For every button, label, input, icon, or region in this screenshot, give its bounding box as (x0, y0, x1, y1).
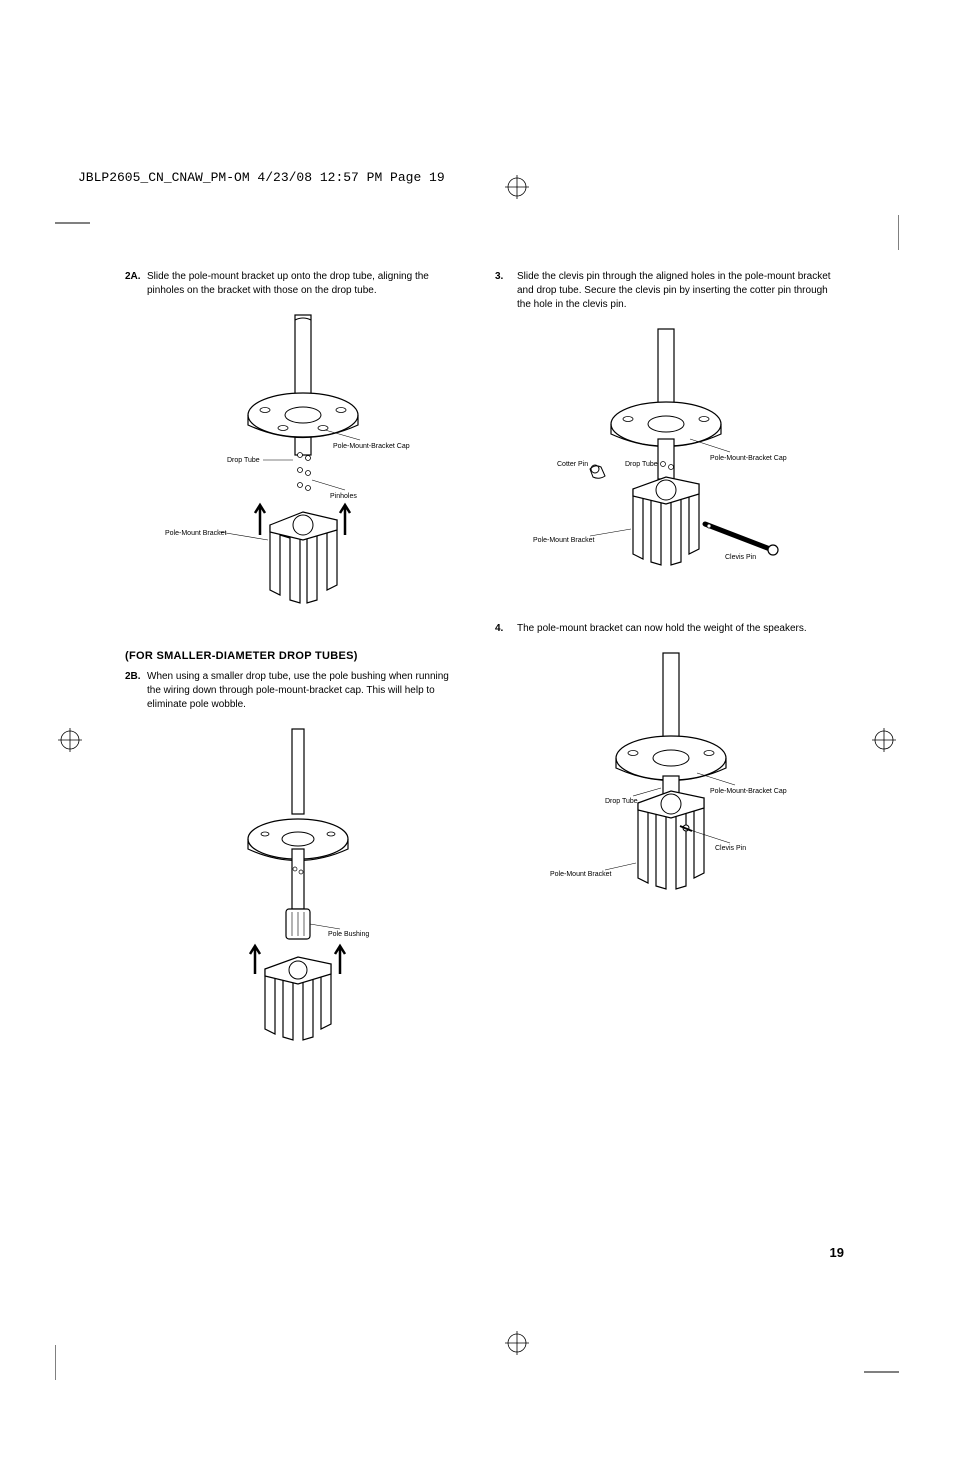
step-3-num: 3. (495, 270, 517, 312)
svg-text:Clevis Pin: Clevis Pin (715, 845, 746, 852)
svg-text:Pole Bushing: Pole Bushing (328, 931, 369, 938)
svg-text:Pole-Mount Bracket: Pole-Mount Bracket (533, 537, 595, 544)
page-header: JBLP2605_CN_CNAW_PM-OM 4/23/08 12:57 PM … (78, 170, 445, 185)
left-column: 2A. Slide the pole-mount bracket up onto… (125, 270, 465, 1062)
section-head-smaller: (FOR SMALLER-DIAMETER DROP TUBES) (125, 650, 465, 662)
crop-mark-left (58, 728, 82, 752)
svg-text:Pole-Mount-Bracket Cap: Pole-Mount-Bracket Cap (333, 443, 410, 450)
svg-text:Pole-Mount-Bracket Cap: Pole-Mount-Bracket Cap (710, 455, 787, 462)
corner-mark-tl (55, 215, 90, 250)
step-2b-num: 2B. (125, 670, 147, 712)
page-number: 19 (830, 1245, 844, 1260)
svg-text:Drop Tube: Drop Tube (227, 457, 260, 464)
crop-mark-right (872, 728, 896, 752)
step-2b-text: When using a smaller drop tube, use the … (147, 670, 465, 712)
step-3: 3. Slide the clevis pin through the alig… (495, 270, 835, 312)
svg-text:Pole-Mount-Bracket Cap: Pole-Mount-Bracket Cap (710, 788, 787, 795)
step-3-text: Slide the clevis pin through the aligned… (517, 270, 835, 312)
corner-mark-bl (55, 1345, 90, 1380)
figure-4: Pole-Mount-Bracket Cap Drop Tube Pole-Mo… (495, 648, 835, 948)
crop-mark-bottom (505, 1331, 529, 1355)
corner-mark-tr (864, 215, 899, 250)
svg-text:Clevis Pin: Clevis Pin (725, 554, 756, 561)
crop-mark-top (505, 175, 529, 199)
step-2a-text: Slide the pole-mount bracket up onto the… (147, 270, 465, 298)
right-column: 3. Slide the clevis pin through the alig… (495, 270, 835, 1062)
svg-text:Drop Tube: Drop Tube (625, 461, 658, 468)
step-2b: 2B. When using a smaller drop tube, use … (125, 670, 465, 712)
figure-3: Pole-Mount-Bracket Cap Drop Tube Cotter … (495, 324, 835, 604)
step-4: 4. The pole-mount bracket can now hold t… (495, 622, 835, 636)
svg-text:Drop Tube: Drop Tube (605, 798, 638, 805)
step-2a-num: 2A. (125, 270, 147, 298)
svg-text:Pinholes: Pinholes (330, 493, 357, 500)
svg-text:Cotter Pin: Cotter Pin (557, 461, 588, 468)
step-2a: 2A. Slide the pole-mount bracket up onto… (125, 270, 465, 298)
step-4-num: 4. (495, 622, 517, 636)
content-area: 2A. Slide the pole-mount bracket up onto… (125, 270, 835, 1062)
step-4-text: The pole-mount bracket can now hold the … (517, 622, 835, 636)
corner-mark-br (864, 1345, 899, 1380)
figure-2b: Pole Bushing (125, 724, 465, 1044)
svg-text:Pole-Mount Bracket: Pole-Mount Bracket (165, 530, 227, 537)
figure-2a: Pole-Mount-Bracket Cap Drop Tube Pinhole… (125, 310, 465, 630)
svg-text:Pole-Mount Bracket: Pole-Mount Bracket (550, 871, 612, 878)
